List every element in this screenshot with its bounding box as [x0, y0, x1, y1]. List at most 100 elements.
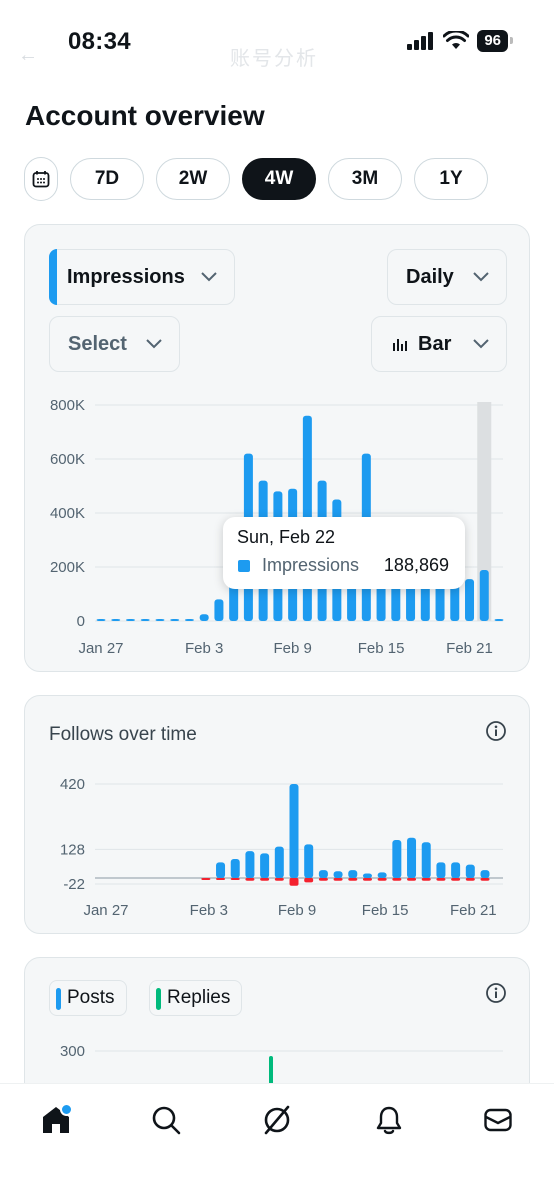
bar-lost: [465, 878, 475, 881]
bell-icon: [376, 1106, 402, 1135]
tab-home[interactable]: [36, 1100, 76, 1140]
period-label: Daily: [406, 265, 454, 288]
bar-gained: [421, 842, 431, 878]
impressions-chart[interactable]: 0 200K 400K 600K 800K Jan 27 Feb 3 Feb 9 Feb 15 F…: [25, 225, 530, 672]
y-tick-label: 0: [77, 613, 85, 630]
chart-type-label: Bar: [418, 332, 452, 355]
legend-replies[interactable]: Replies: [149, 980, 242, 1016]
bar: [125, 619, 135, 621]
bar: [155, 619, 165, 621]
y-tick-label: 300: [60, 1043, 85, 1060]
calendar-button[interactable]: [24, 157, 58, 201]
range-7d-button[interactable]: 7D: [70, 158, 144, 200]
bar: [450, 580, 460, 621]
compare-label: Select: [68, 332, 127, 355]
tab-messages[interactable]: [478, 1100, 518, 1140]
bar-lost: [201, 878, 211, 880]
chevron-down-icon: [473, 339, 489, 349]
tooltip-value: 188,869: [383, 555, 449, 575]
bar: [170, 619, 180, 621]
wifi-icon: [443, 31, 470, 49]
metric-dropdown[interactable]: Impressions: [49, 249, 235, 305]
bottom-tab-bar: [0, 1083, 554, 1201]
bar-lost: [377, 878, 387, 881]
calendar-icon: [32, 171, 50, 188]
bar-gained: [216, 862, 226, 878]
bar: [479, 570, 489, 621]
range-3m-button[interactable]: 3M: [328, 158, 402, 200]
bar-gained: [362, 873, 372, 878]
bar-gained: [333, 871, 343, 878]
bar: [376, 580, 386, 621]
follows-card: Follows over time 420 128 -22 Jan 27 Feb 3 Fe…: [24, 695, 530, 934]
bar-lost: [407, 878, 417, 881]
y-tick-label: -22: [63, 876, 85, 893]
info-icon[interactable]: [485, 720, 507, 742]
tab-grok[interactable]: [257, 1100, 297, 1140]
mail-icon: [484, 1108, 512, 1132]
follows-chart[interactable]: 420 128 -22 Jan 27 Feb 3 Feb 9 Feb 15 Feb 21: [25, 696, 530, 934]
hover-column: [477, 402, 492, 621]
status-icons: 96: [407, 30, 513, 52]
legend-posts[interactable]: Posts: [49, 980, 127, 1016]
tab-notifications[interactable]: [369, 1100, 409, 1140]
bar-lost: [230, 878, 240, 880]
bar: [347, 580, 357, 621]
search-icon: [152, 1106, 181, 1135]
bar-lost: [333, 878, 343, 881]
chart-tooltip: Sun, Feb 22 Impressions 188,869: [223, 517, 465, 589]
range-1y-button[interactable]: 1Y: [414, 158, 488, 200]
x-tick-label: Jan 27: [78, 640, 123, 657]
replies-swatch: [156, 988, 161, 1010]
bar: [494, 619, 504, 621]
period-dropdown[interactable]: Daily: [387, 249, 507, 305]
ghost-header-title: 账号分析: [230, 48, 318, 70]
bar-chart-icon: [393, 339, 407, 351]
bar: [391, 580, 401, 621]
follows-title: Follows over time: [49, 724, 197, 745]
legend-replies-label: Replies: [167, 987, 231, 1008]
grok-icon: [264, 1105, 290, 1135]
range-selector: 7D 2W 4W 3M 1Y: [24, 157, 488, 201]
signal-icon: [407, 32, 434, 50]
compare-dropdown[interactable]: Select: [49, 316, 180, 372]
bar-gained: [480, 870, 490, 878]
bar-lost: [348, 878, 358, 881]
status-bar: ← 账号分析 08:34 96: [0, 0, 554, 84]
bar-gained: [289, 784, 299, 878]
posts-swatch: [56, 988, 61, 1010]
battery-indicator: 96: [477, 30, 513, 52]
chevron-down-icon: [201, 272, 217, 282]
range-4w-button[interactable]: 4W: [242, 158, 316, 200]
metric-label: Impressions: [67, 265, 185, 288]
x-tick-label: Feb 3: [190, 902, 228, 919]
info-icon[interactable]: [485, 982, 507, 1004]
range-2w-button[interactable]: 2W: [156, 158, 230, 200]
chart-type-dropdown[interactable]: Bar: [371, 316, 507, 372]
y-tick-label: 800K: [50, 397, 85, 414]
y-tick-label: 128: [60, 841, 85, 858]
tab-search[interactable]: [146, 1100, 186, 1140]
bar-lost: [274, 878, 284, 881]
x-tick-label: Feb 9: [273, 640, 311, 657]
x-tick-label: Feb 21: [446, 640, 493, 657]
y-tick-label: 420: [60, 776, 85, 793]
arrow-left-icon[interactable]: ←: [18, 44, 38, 66]
legend-posts-label: Posts: [67, 987, 115, 1008]
bar-gained: [377, 872, 387, 878]
bar-gained: [392, 839, 402, 878]
bar-gained: [260, 853, 270, 878]
status-time: 08:34: [68, 28, 131, 55]
chevron-down-icon: [473, 272, 489, 282]
bar: [111, 619, 121, 621]
bar-gained: [451, 862, 461, 878]
bar: [199, 614, 209, 621]
tooltip-label: Impressions: [262, 555, 360, 575]
bar: [465, 579, 475, 621]
bar-lost: [318, 878, 328, 881]
bar-gained: [304, 844, 314, 878]
bar-gained: [348, 870, 358, 878]
bar: [140, 619, 150, 621]
impressions-card: Impressions Daily Select Bar 0 200K 400K 60…: [24, 224, 530, 672]
x-tick-label: Feb 9: [278, 902, 316, 919]
